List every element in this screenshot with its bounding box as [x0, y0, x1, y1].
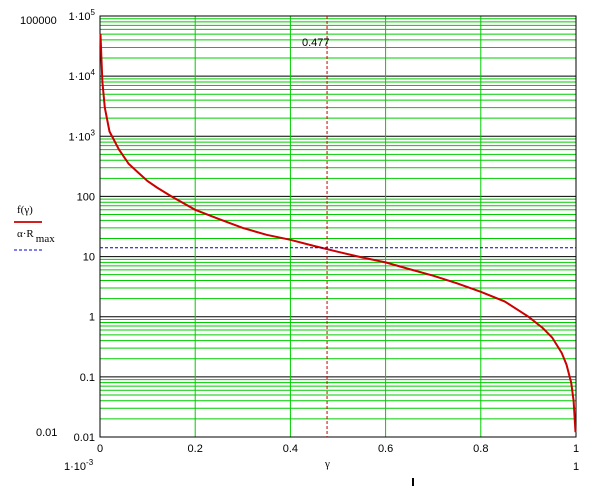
- x-tick-label: 0.4: [283, 443, 298, 455]
- series-line-f: [99, 34, 577, 433]
- x-tick-label: 0: [97, 443, 103, 455]
- x-left-corner-label: 1·10-3: [64, 458, 94, 473]
- y-tick-labels: 1·105 1·104 1·103 100 10 1 0.1 0.01: [69, 8, 96, 444]
- x-tick-label: 1: [573, 443, 579, 455]
- y-tick-label: 1·103: [69, 128, 96, 143]
- y-tick-label: 0.1: [80, 372, 95, 384]
- y-tick-label: 1·104: [69, 68, 96, 83]
- x-axis-label: γ: [324, 458, 330, 470]
- y-tick-label: 1·105: [69, 8, 96, 23]
- y-tick-label: 100: [77, 191, 95, 203]
- x-tick-label: 0.6: [378, 443, 393, 455]
- x-tick-labels: 0 0.2 0.4 0.6 0.8 1: [97, 443, 579, 455]
- y-bottom-corner-label: 0.01: [36, 427, 57, 439]
- legend: f(γ) α·R max: [14, 204, 55, 251]
- legend-label-f: f(γ): [17, 204, 33, 216]
- series-layer: [99, 16, 577, 437]
- plot-frame: [99, 15, 577, 438]
- y-tick-label: 1: [89, 312, 95, 324]
- chart-grid: [100, 15, 576, 438]
- x-tick-label: 0.8: [473, 443, 488, 455]
- y-tick-label: 10: [83, 252, 95, 264]
- y-tick-label: 0.01: [74, 432, 95, 444]
- legend-label-alpha: α·R max: [17, 228, 55, 245]
- x-tick-label: 0.2: [188, 443, 203, 455]
- y-top-corner-label: 100000: [20, 15, 57, 27]
- vertical-marker-label: 0.477: [302, 37, 330, 49]
- x-right-corner-label: 1: [573, 461, 579, 473]
